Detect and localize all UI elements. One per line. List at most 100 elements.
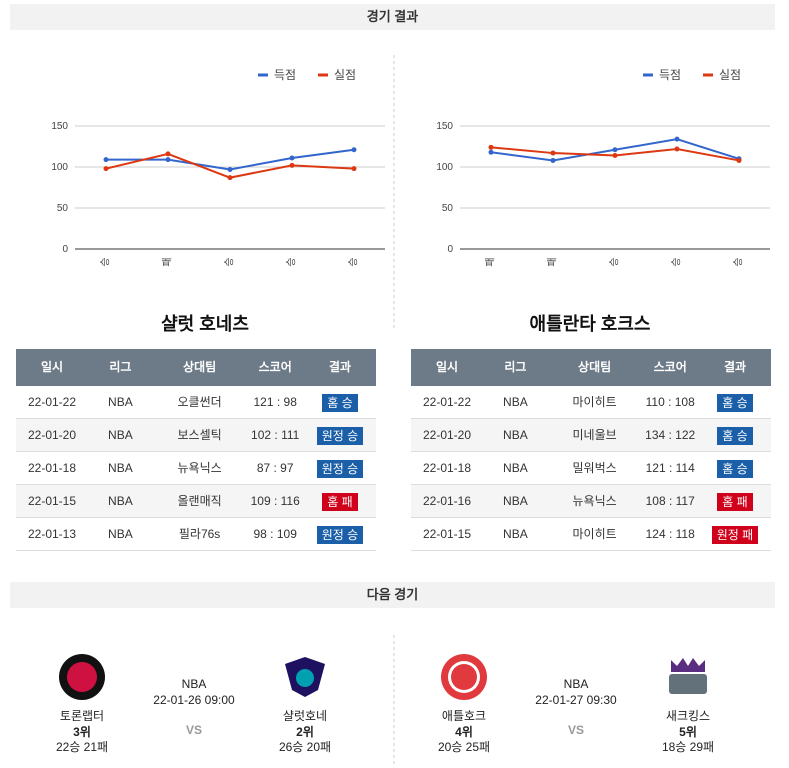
legend-label: 득점 [659, 68, 681, 82]
y-tick-label: 150 [436, 121, 453, 132]
result-cell: 홈 패 [300, 485, 380, 518]
legend-label: 실점 [334, 68, 356, 82]
table-cell: 22-01-15 [422, 527, 472, 541]
column-header: 상대팀 [183, 360, 217, 374]
team-record: 26승 20패 [278, 740, 332, 754]
point [612, 147, 618, 153]
table-cell: 121 : 98 [253, 395, 297, 409]
team-name: 샬럿호네 [282, 709, 328, 723]
x-tick-label: 승 [671, 257, 683, 266]
line-chart: 0 50 100 150 승 패 승 승 승 득점 실점 [51, 68, 385, 267]
point [227, 175, 233, 181]
table-cell: NBA [108, 461, 133, 475]
table-cell: 마이히트 [572, 527, 617, 541]
table-cell: 121 : 114 [645, 461, 695, 475]
team-record: 18승 29패 [661, 740, 715, 754]
team-rank: 3위 [73, 725, 91, 739]
result-cell: 원정 승 [300, 518, 380, 551]
team-logo [441, 654, 487, 700]
y-tick-label: 100 [51, 162, 68, 173]
table-row [16, 386, 376, 419]
table-cell: NBA [503, 527, 528, 541]
team-record: 22승 21패 [55, 740, 109, 754]
table-cell: 87 : 97 [256, 461, 294, 475]
y-tick-label: 0 [62, 244, 68, 255]
table-cell: NBA [503, 461, 528, 475]
table-cell: NBA [503, 428, 528, 442]
legend-label: 실점 [719, 68, 741, 82]
y-tick-label: 50 [57, 203, 69, 214]
table-cell: 134 : 122 [645, 428, 696, 442]
team-name: 샬럿 호네츠 [161, 314, 249, 334]
table: 일시 리그 상대팀 스코어 결과 22-01-22 NBA 오클썬더 121 : 98 홈 승 22… [16, 349, 376, 551]
team-rank: 5위 [679, 725, 697, 739]
column-header: 일시 [435, 360, 459, 374]
result-cell: 원정 승 [300, 419, 380, 452]
point [550, 157, 556, 163]
table-cell: 109 : 116 [250, 494, 300, 508]
result-badge: 원정 승 [316, 525, 364, 544]
y-tick-label: 0 [447, 244, 453, 255]
point [351, 147, 357, 153]
y-tick-label: 100 [436, 162, 453, 173]
column-header: 스코어 [653, 360, 687, 374]
table-cell: NBA [503, 494, 528, 508]
table-cell: 108 : 117 [645, 494, 695, 508]
result-badge: 홈 승 [717, 426, 753, 445]
table-row [16, 419, 376, 452]
x-tick-label: 승 [224, 257, 236, 266]
table-header-row [411, 349, 771, 386]
point [674, 146, 680, 152]
point [351, 166, 357, 172]
point [227, 166, 233, 172]
table-cell: 올랜매직 [177, 494, 222, 508]
section-header: 경기 결과 [10, 4, 775, 30]
point [550, 150, 556, 156]
team-record: 20승 25패 [437, 740, 491, 754]
result-badge: 홈 승 [322, 393, 358, 412]
table-row [16, 452, 376, 485]
x-tick-label: 패 [162, 257, 174, 266]
result-cell: 원정 패 [695, 518, 775, 551]
x-tick-label: 승 [609, 257, 621, 266]
result-badge: 홈 승 [717, 393, 753, 412]
x-tick-label: 승 [100, 257, 112, 266]
y-tick-label: 50 [442, 203, 454, 214]
point [289, 155, 295, 161]
table-cell: 보스셀틱 [177, 428, 222, 442]
logo-shape [67, 662, 97, 692]
result-badge: 원정 승 [316, 426, 364, 445]
x-tick-label: 승 [733, 257, 745, 266]
table-cell: 124 : 118 [645, 527, 695, 541]
point [289, 162, 295, 168]
team-name: 애틀란타 호크스 [529, 314, 651, 334]
table: 일시 리그 상대팀 스코어 결과 22-01-22 NBA 마이히트 110 : 108 홈 승 2… [411, 349, 771, 551]
table-cell: 뉴욕닉스 [572, 494, 617, 508]
point [165, 157, 171, 163]
column-header: 리그 [504, 360, 527, 374]
game-time: 22-01-26 09:00 [153, 693, 235, 707]
team-name: 애틀호크 [441, 709, 487, 723]
table-row [411, 386, 771, 419]
table-cell: 110 : 108 [645, 395, 695, 409]
team-logo [285, 657, 325, 697]
team-rank: 2위 [296, 725, 314, 739]
table-cell: NBA [108, 494, 133, 508]
point [103, 166, 109, 172]
result-badge: 홈 패 [717, 492, 753, 511]
y-tick-label: 150 [51, 121, 68, 132]
table-cell: 오클썬더 [177, 395, 222, 409]
team-name: 새크킹스 [665, 709, 711, 723]
result-badge: 홈 승 [717, 459, 753, 478]
result-badge: 원정 패 [711, 525, 759, 544]
line [105, 152, 355, 179]
x-tick-label: 승 [286, 257, 298, 266]
table-row [16, 518, 376, 551]
table-cell: 뉴욕닉스 [177, 461, 222, 475]
table-cell: 22-01-13 [27, 527, 77, 541]
table-cell: 밀워벅스 [572, 461, 617, 475]
table-cell: 미네울브 [572, 428, 617, 442]
column-header: 결과 [328, 360, 352, 374]
team-rank: 4위 [455, 725, 473, 739]
